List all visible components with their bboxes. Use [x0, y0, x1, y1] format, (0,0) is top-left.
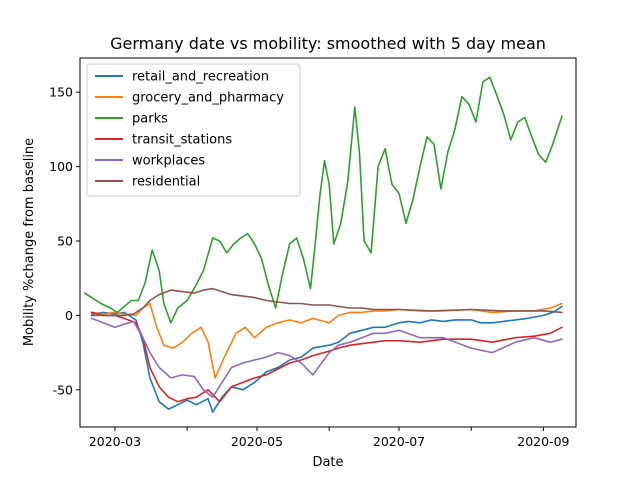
x-axis: 2020-03 2020-05 2020-07 2020-09: [89, 427, 570, 449]
series-line-workplaces: [90, 317, 563, 398]
legend-label-parks: parks: [132, 112, 168, 127]
y-tick-label: 100: [49, 159, 73, 174]
y-axis-title: Mobility %change from baseline: [22, 138, 37, 346]
y-tick-label: 150: [49, 85, 73, 100]
legend: retail_and_recreation grocery_and_pharmac…: [86, 63, 301, 197]
y-tick-label: 50: [57, 234, 73, 249]
x-tick-label: 2020-05: [231, 434, 283, 449]
legend-label-residential: residential: [132, 175, 200, 190]
x-tick-label: 2020-07: [373, 434, 425, 449]
series-line-parks: [83, 76, 563, 324]
legend-label-grocery-and-pharmacy: grocery_and_pharmacy: [132, 91, 284, 106]
y-tick-label: -50: [53, 382, 73, 397]
legend-label-transit-stations: transit_stations: [132, 133, 232, 148]
y-tick-label: 0: [65, 308, 73, 323]
y-axis: -50 0 50 100 150: [49, 85, 80, 397]
series-line-retail-and-recreation: [90, 305, 563, 413]
legend-label-retail-and-recreation: retail_and_recreation: [132, 70, 269, 85]
series-line-transit-stations: [90, 311, 563, 403]
x-axis-title: Date: [312, 455, 343, 470]
legend-box: [86, 63, 301, 197]
x-tick-label: 2020-09: [517, 434, 569, 449]
series-line-residential: [90, 287, 563, 317]
x-tick-label: 2020-03: [89, 434, 141, 449]
plot-area: [83, 76, 563, 413]
chart-title: Germany date vs mobility: smoothed with …: [110, 34, 546, 53]
legend-label-workplaces: workplaces: [132, 154, 205, 169]
axes-frame: [79, 57, 577, 428]
